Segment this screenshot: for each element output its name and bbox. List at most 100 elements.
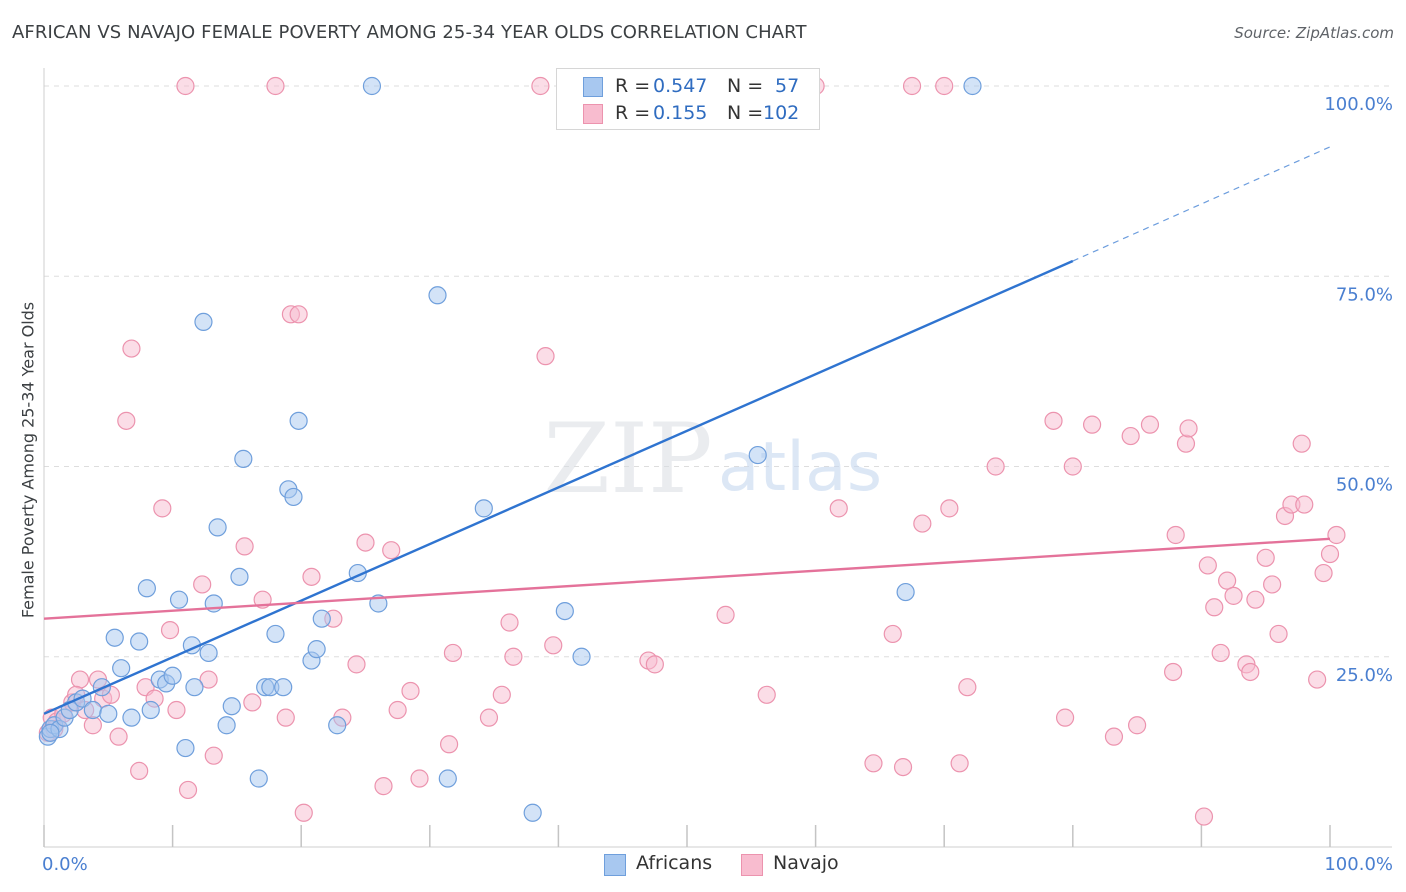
- africans-swatch: [583, 77, 603, 97]
- data-point: [1127, 716, 1147, 735]
- data-point: [1218, 571, 1237, 590]
- data-point: [243, 693, 262, 712]
- r-label: R =: [615, 75, 651, 97]
- data-point: [410, 769, 429, 788]
- y-tick-label: 50.0%: [1336, 475, 1393, 496]
- data-point: [555, 601, 574, 621]
- data-point: [176, 76, 195, 96]
- data-point: [645, 655, 664, 674]
- data-point: [1082, 415, 1102, 434]
- data-point: [284, 487, 303, 507]
- axes: [43, 68, 1392, 848]
- data-point: [83, 700, 102, 720]
- data-point: [266, 624, 285, 644]
- data-point: [169, 590, 189, 609]
- navajo-swatch: [583, 104, 603, 124]
- data-point: [382, 541, 401, 560]
- data-point: [302, 567, 321, 586]
- data-point: [1327, 525, 1346, 545]
- data-point: [193, 575, 212, 594]
- data-point: [1044, 411, 1063, 430]
- r-label: R =: [615, 102, 651, 124]
- data-point: [572, 647, 591, 666]
- data-point: [217, 716, 236, 735]
- data-point: [199, 670, 218, 689]
- data-point: [294, 803, 313, 822]
- source-label: Source: ZipAtlas.com: [1234, 24, 1394, 42]
- data-point: [1246, 590, 1265, 609]
- navajo-swatch: [741, 854, 763, 876]
- watermark-atlas: atlas: [718, 428, 882, 507]
- data-point: [492, 685, 511, 704]
- data-point: [935, 76, 954, 96]
- data-point: [289, 305, 308, 324]
- trend-line-navajo: [43, 537, 1331, 620]
- data-point: [112, 659, 131, 678]
- data-point: [439, 735, 459, 754]
- data-point: [185, 678, 204, 697]
- data-point: [122, 339, 141, 358]
- data-point: [1055, 708, 1075, 727]
- data-point: [70, 670, 90, 689]
- data-point: [235, 537, 254, 556]
- data-point: [122, 708, 141, 727]
- legend-label-africans: Africans: [636, 852, 713, 874]
- data-point: [312, 609, 331, 628]
- data-point: [356, 533, 375, 552]
- data-point: [276, 708, 295, 727]
- data-point: [950, 754, 969, 773]
- data-point: [130, 632, 149, 651]
- data-point: [523, 803, 542, 822]
- data-point: [374, 777, 393, 796]
- data-point: [963, 76, 982, 96]
- data-point: [536, 347, 555, 366]
- data-point: [163, 666, 182, 685]
- data-point: [504, 647, 523, 666]
- data-point: [249, 769, 268, 788]
- legend-row-africans: R = 0.547 N = 57: [557, 73, 819, 101]
- data-point: [41, 723, 60, 742]
- data-point: [1295, 495, 1314, 514]
- data-point: [1263, 575, 1282, 594]
- data-point: [1241, 662, 1260, 682]
- trend-line-africans-extension: [1072, 146, 1331, 262]
- data-point: [864, 754, 883, 773]
- data-point: [362, 76, 382, 96]
- data-point: [176, 738, 195, 758]
- data-point: [902, 76, 922, 96]
- data-point: [204, 746, 223, 765]
- r-value: 0.155: [653, 102, 708, 124]
- data-point: [137, 579, 156, 598]
- data-point: [1104, 727, 1124, 746]
- data-point: [1269, 624, 1288, 644]
- data-point: [199, 643, 218, 663]
- data-point: [153, 499, 172, 518]
- data-point: [99, 704, 118, 723]
- n-label: N =: [727, 75, 764, 97]
- data-point: [438, 769, 457, 788]
- data-point: [479, 708, 499, 727]
- n-value: 102: [763, 102, 800, 124]
- legend-label-navajo: Navajo: [773, 852, 839, 874]
- data-point: [1308, 670, 1327, 689]
- data-point: [266, 76, 285, 96]
- data-point: [388, 700, 407, 720]
- series-navajo-points: [38, 76, 1346, 826]
- data-point: [1320, 544, 1340, 564]
- data-point: [958, 678, 977, 697]
- data-point: [109, 727, 128, 746]
- chart-title: AFRICAN VS NAVAJO FEMALE POVERTY AMONG 2…: [12, 22, 807, 43]
- watermark-zip: ZIP: [543, 403, 712, 515]
- data-point: [500, 613, 519, 632]
- data-point: [160, 621, 180, 640]
- data-point: [913, 514, 932, 533]
- trend-line-africans: [43, 259, 1074, 715]
- data-point: [1198, 556, 1217, 575]
- data-point: [1314, 563, 1333, 583]
- tick-labels: 25.0% 50.0% 75.0% 100.0% 0.0% 100.0%: [42, 94, 1393, 875]
- correlation-legend: R = 0.547 N = 57 R = 0.155 N = 102: [556, 68, 820, 130]
- data-point: [1063, 457, 1082, 476]
- data-point: [1140, 415, 1160, 434]
- data-point: [829, 499, 848, 518]
- africans-swatch: [604, 854, 626, 876]
